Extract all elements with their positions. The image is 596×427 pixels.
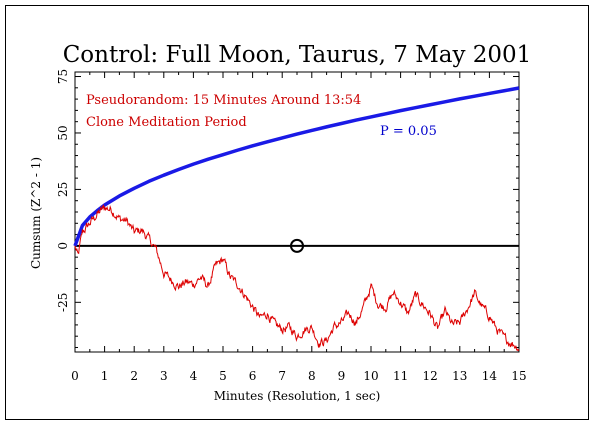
- x-tick-label: 3: [160, 369, 168, 383]
- x-tick-label: 12: [423, 369, 438, 383]
- x-tick-label: 10: [363, 369, 378, 383]
- x-tick-label: 11: [393, 369, 408, 383]
- x-tick-label: 8: [308, 369, 316, 383]
- annotation-p-value: P = 0.05: [380, 124, 437, 139]
- y-axis-label: Cumsum (Z^2 - 1): [29, 157, 43, 269]
- center-marker: [290, 238, 304, 253]
- x-axis-label: Minutes (Resolution, 1 sec): [214, 389, 381, 403]
- x-tick-label: 4: [190, 369, 198, 383]
- x-tick-label: 2: [130, 369, 138, 383]
- x-tick-label: 0: [71, 369, 79, 383]
- axis-ticks: [74, 72, 520, 352]
- x-tick-label: 5: [219, 369, 227, 383]
- y-tick-label: 25: [56, 182, 70, 197]
- annotation-pseudorandom: Pseudorandom: 15 Minutes Around 13:54: [86, 93, 361, 108]
- figure-frame: [5, 5, 589, 420]
- x-tick-label: 13: [452, 369, 467, 383]
- x-tick-labels: 0 1 2 3 4 5 6 7 8 9 10 11 12 13 14 15: [71, 369, 526, 383]
- x-tick-label: 7: [278, 369, 286, 383]
- series-probability-envelope: [73, 86, 520, 247]
- annotation-clone-meditation: Clone Meditation Period: [86, 115, 247, 130]
- plot-area: [74, 71, 520, 353]
- x-tick-label: 15: [511, 369, 526, 383]
- x-tick-label: 1: [101, 369, 109, 383]
- x-tick-label: 6: [249, 369, 257, 383]
- y-tick-label: 0: [56, 242, 70, 250]
- y-tick-label: -25: [56, 293, 70, 312]
- y-tick-label: 75: [56, 69, 70, 84]
- y-tick-labels: 75 50 25 0 -25: [56, 69, 70, 312]
- series-cumsum: [74, 204, 520, 352]
- y-tick-label: 50: [56, 125, 70, 140]
- chart-title: Control: Full Moon, Taurus, 7 May 2001: [63, 42, 532, 68]
- x-tick-label: 14: [482, 369, 498, 383]
- x-tick-label: 9: [338, 369, 346, 383]
